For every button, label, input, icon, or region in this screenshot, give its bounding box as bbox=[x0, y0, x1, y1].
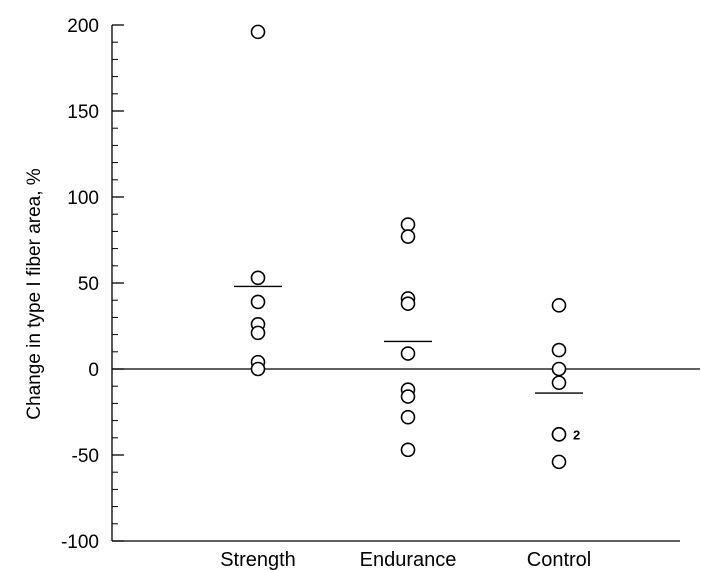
data-point bbox=[400, 217, 416, 232]
data-point bbox=[551, 361, 567, 377]
data-point bbox=[551, 342, 567, 358]
data-point bbox=[250, 24, 266, 40]
data-marks bbox=[234, 24, 583, 470]
data-point bbox=[400, 296, 416, 311]
data-point bbox=[551, 298, 567, 313]
point-count-annotation: 2 bbox=[573, 427, 580, 442]
data-point bbox=[400, 409, 416, 425]
y-tick-label: 200 bbox=[67, 16, 99, 37]
y-tick-label: 0 bbox=[88, 360, 99, 381]
axis-labels: Change in type I fiber area, % -100 -50 0 5… bbox=[24, 16, 591, 570]
data-point bbox=[551, 427, 567, 442]
x-category-label: Strength bbox=[220, 549, 296, 570]
y-tick-label: 100 bbox=[67, 188, 99, 209]
data-point bbox=[250, 361, 266, 377]
y-tick-label: -100 bbox=[61, 532, 99, 553]
axes bbox=[111, 24, 700, 542]
x-category-label: Control bbox=[527, 549, 591, 570]
y-tick-label: -50 bbox=[72, 446, 99, 467]
data-point bbox=[400, 346, 416, 361]
y-axis-label: Change in type I fiber area, % bbox=[24, 168, 45, 419]
data-point bbox=[400, 389, 416, 404]
data-point bbox=[250, 325, 266, 341]
data-point bbox=[250, 270, 266, 286]
data-point bbox=[250, 294, 266, 310]
data-point bbox=[400, 442, 416, 458]
y-tick-label: 150 bbox=[67, 102, 99, 123]
data-point bbox=[551, 454, 567, 470]
x-category-label: Endurance bbox=[360, 549, 457, 570]
y-tick-label: 50 bbox=[78, 274, 99, 295]
data-point bbox=[551, 375, 567, 391]
data-point bbox=[400, 229, 416, 244]
